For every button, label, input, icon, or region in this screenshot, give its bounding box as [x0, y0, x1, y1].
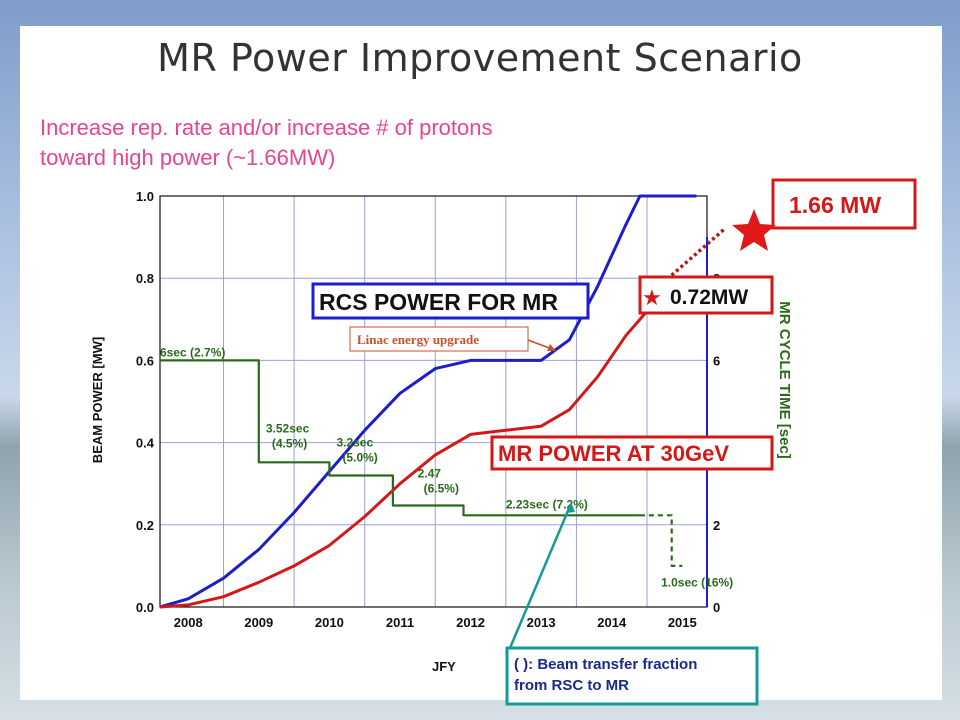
callout-pointer-line: [508, 505, 572, 649]
series-line-mr-power-at-30gev: [159, 301, 656, 609]
ticks-layer: 2008 2009 2010 2011 2012 2013 2014 2015 0.0 0.2 0.…: [136, 189, 721, 630]
series-line-mr-cycle-time-projected-: [639, 514, 683, 568]
linac-label-text: Linac energy upgrade: [357, 332, 479, 347]
cycle-label: 2.23sec (7.2%): [506, 497, 588, 511]
cycle-label-line-1: 6sec (2.7%): [160, 345, 225, 359]
callout-box: [505, 646, 759, 706]
y-tick-label: 0.6: [136, 353, 154, 368]
callout-line-2: from RSC to MR: [514, 677, 629, 694]
rcs-label-text: RCS POWER FOR MR: [319, 289, 558, 315]
y-axis-title: BEAM POWER [MW]: [90, 337, 105, 463]
slide-background: [20, 26, 942, 700]
rcs-label-box: [311, 282, 590, 320]
power-072-star: ★: [642, 286, 662, 311]
power-166-box: [771, 178, 917, 230]
y-tick-label: 0.8: [136, 271, 154, 286]
callout-line-1: ( ): Beam transfer fraction: [514, 656, 697, 673]
target-star-icon: [732, 209, 776, 251]
cycle-label-line-2: (4.5%): [272, 436, 307, 450]
x-tick-label: 2013: [527, 615, 556, 630]
x-tick-label: 2008: [174, 615, 203, 630]
cycle-label: 3.52sec (4.5%): [266, 421, 310, 450]
x-axis-title: JFY: [432, 659, 456, 674]
x-tick-label: 2011: [386, 615, 414, 630]
x-tick-label: 2012: [456, 615, 485, 630]
cycle-label-line-1: 3.52sec: [266, 421, 310, 435]
mr-label-text: MR POWER AT 30GeV: [498, 441, 729, 466]
cycle-label-line-1: 2.47: [418, 467, 442, 481]
linac-arrow: [527, 339, 553, 350]
cycle-label: 1.0sec (16%): [661, 575, 733, 589]
y-tick-label: 0.0: [136, 600, 154, 615]
cycle-label-line-1: 3.2sec: [336, 436, 373, 450]
y-tick-label: 0.4: [136, 436, 155, 451]
power-072-box: [638, 275, 774, 315]
series-line-mr-cycle-time: [160, 359, 640, 517]
cycle-label: 2.47 (6.5%): [418, 467, 459, 496]
subtitle-line-1: Increase rep. rate and/or increase # of …: [40, 115, 493, 140]
x-tick-label: 2014: [597, 615, 627, 630]
x-tick-label: 2009: [244, 615, 273, 630]
grid-layer: [160, 196, 707, 607]
cycle-label-line-2: (5.0%): [342, 451, 377, 465]
cycle-label: 6sec (2.7%): [160, 345, 225, 359]
cycle-label-line-1: 1.0sec (16%): [661, 575, 733, 589]
series-line-rcs-power-for-mr: [159, 194, 697, 609]
power-072-text: 0.72MW: [670, 286, 748, 309]
y2-tick-label: 6: [713, 353, 720, 368]
subtitle-line-2: toward high power (~1.66MW): [40, 145, 336, 170]
cycle-label: 3.2sec (5.0%): [336, 436, 377, 465]
cycle-label-line-1: 2.23sec (7.2%): [506, 497, 588, 511]
x-tick-label: 2015: [668, 615, 697, 630]
labels-layer: 6sec (2.7%) 3.52sec (4.5%) 3.2sec (5.0%) 2.47…: [160, 345, 733, 589]
x-tick-label: 2010: [315, 615, 344, 630]
linac-arrowhead: [547, 344, 556, 351]
series-layer: [159, 194, 726, 609]
y2-tick-label: 2: [713, 518, 720, 533]
y2-axis-title: MR CYCLE TIME [sec]: [776, 301, 793, 459]
cycle-label-line-2: (6.5%): [424, 482, 459, 496]
y-tick-label: 1.0: [136, 189, 154, 204]
callout-pointer-head: [566, 502, 575, 513]
power-166-text: 1.66 MW: [789, 192, 881, 218]
y2-tick-label: 0: [713, 600, 720, 615]
y-tick-label: 0.2: [136, 518, 154, 533]
slide-title: MR Power Improvement Scenario: [157, 36, 803, 80]
linac-label-box: [349, 326, 529, 352]
plot-frame: [159, 195, 708, 608]
mr-label-box: [490, 435, 774, 471]
